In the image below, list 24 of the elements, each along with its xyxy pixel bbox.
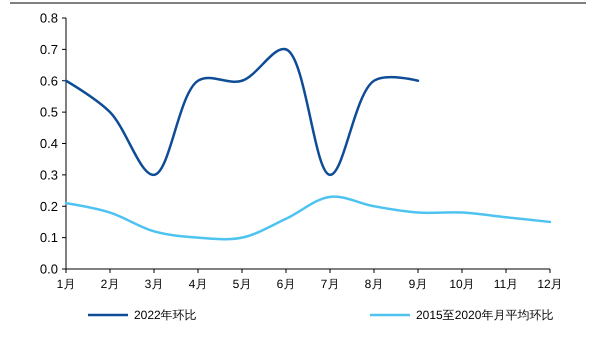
x-tick-label: 3月 [144, 277, 164, 291]
x-tick-label: 1月 [56, 277, 76, 291]
y-tick-label: 0.3 [40, 167, 58, 182]
x-tick-label: 5月 [232, 277, 252, 291]
x-tick-label: 2月 [100, 277, 120, 291]
x-tick-label: 9月 [408, 277, 428, 291]
y-tick-label: 0.6 [40, 73, 58, 88]
y-tick-label: 0.2 [40, 198, 58, 214]
y-tick-label: 0.1 [40, 230, 58, 246]
legend-label: 2015至2020年月平均环比 [416, 308, 554, 322]
x-tick-label: 4月 [188, 277, 208, 291]
y-tick-label: 0.7 [40, 42, 58, 57]
x-tick-label: 11月 [494, 277, 518, 291]
x-tick-label: 12月 [537, 277, 563, 291]
x-tick-label: 7月 [320, 277, 340, 291]
x-tick-label: 8月 [364, 277, 384, 291]
y-tick-label: 0.5 [40, 104, 58, 120]
x-tick-label: 6月 [276, 277, 296, 291]
line-series [64, 48, 420, 176]
y-tick-label: 0.4 [40, 136, 58, 152]
x-tick-label: 10月 [449, 277, 475, 291]
y-tick-label: 0.0 [40, 262, 58, 277]
y-tick-label: 0.8 [40, 10, 58, 26]
legend-label: 2022年环比 [134, 308, 197, 322]
